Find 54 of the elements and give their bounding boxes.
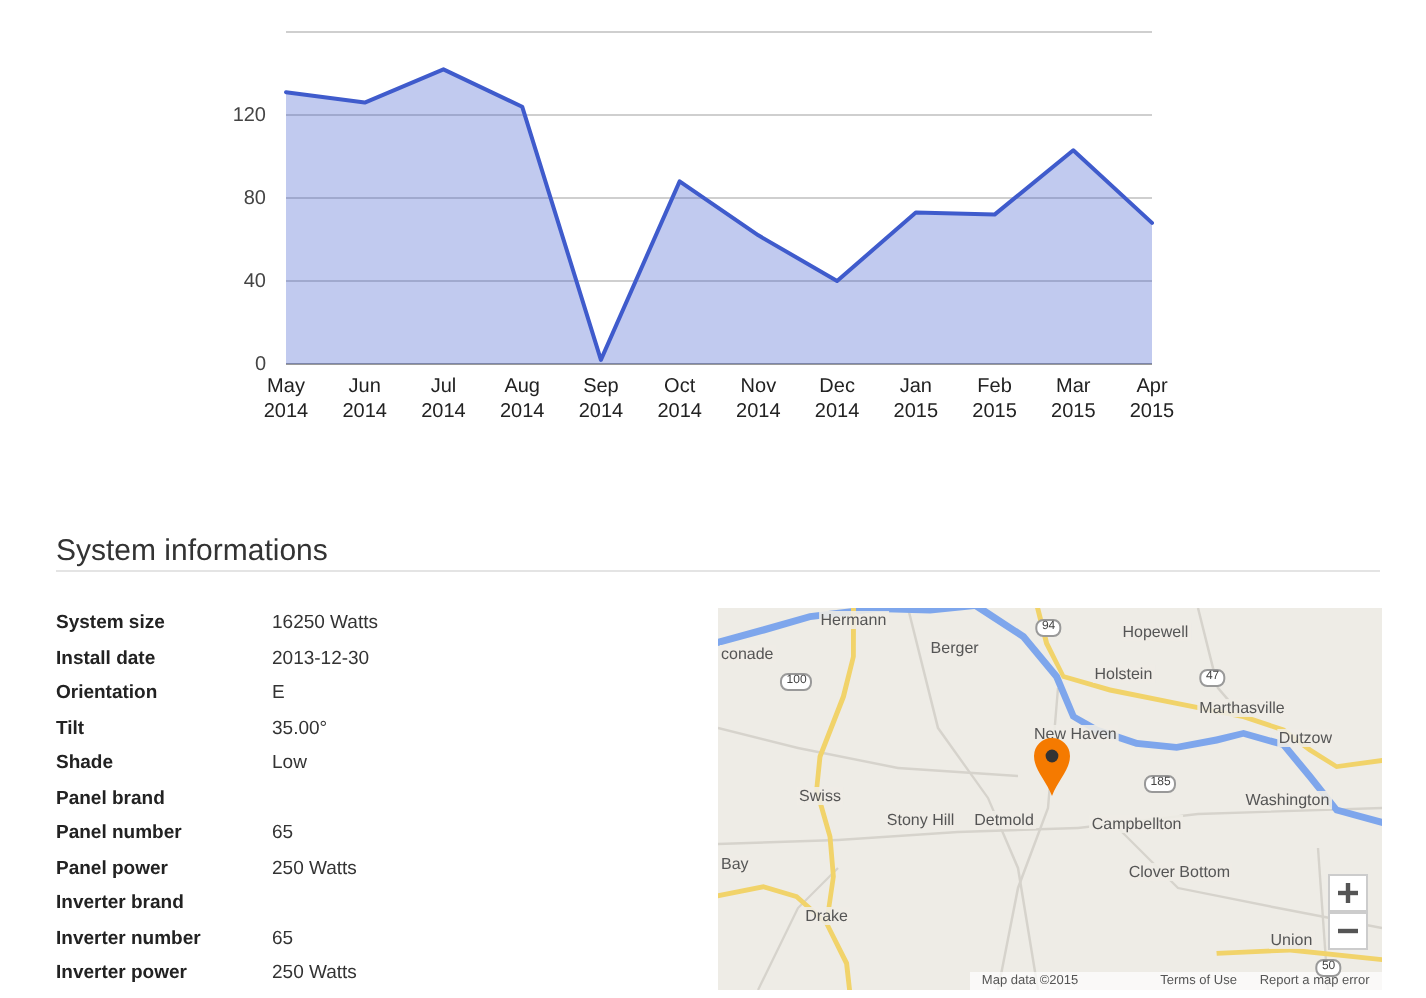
- x-tick-label: Nov 2014: [736, 376, 782, 423]
- text: 16250 Watts: [272, 612, 378, 637]
- text: 250 Watts: [272, 962, 357, 987]
- text: Detmold: [972, 811, 1036, 829]
- text: Berger: [928, 639, 981, 658]
- text: Drake: [803, 907, 850, 926]
- x-tick-label: Jan 2015: [893, 376, 939, 423]
- text: Dutzow: [1276, 729, 1335, 747]
- text: Holstein: [1092, 664, 1155, 683]
- y-tick-label: 80: [243, 187, 267, 210]
- text: Panel power: [56, 857, 168, 882]
- text: Stony Hill: [884, 811, 957, 829]
- text: Panel brand: [56, 787, 165, 812]
- text: Campbellton: [1089, 815, 1184, 833]
- x-tick-label: May 2014: [263, 376, 310, 423]
- y-tick-label: 120: [232, 104, 267, 127]
- y-tick-label: 40: [243, 270, 267, 293]
- x-tick-label: Jul 2014: [421, 376, 467, 423]
- text: Tilt: [56, 717, 85, 742]
- text: Washington: [1243, 791, 1332, 810]
- text: Inverter power: [56, 962, 187, 987]
- text: 65: [272, 927, 294, 952]
- text: Shade: [56, 752, 114, 777]
- text: Union: [1268, 931, 1315, 950]
- text: System size: [56, 612, 165, 637]
- x-tick-label: Apr 2015: [1129, 376, 1176, 423]
- text: Hopewell: [1120, 623, 1191, 642]
- text: 250 Watts: [272, 857, 357, 882]
- text: Low: [272, 752, 307, 777]
- text: Panel number: [56, 822, 182, 847]
- text: Clover Bottom: [1126, 862, 1233, 881]
- text: Hermann: [818, 610, 889, 628]
- x-tick-label: Aug 2014: [499, 376, 546, 423]
- text: Inverter number: [56, 927, 201, 952]
- text: 35.00°: [272, 717, 328, 742]
- x-tick-label: Mar 2015: [1051, 376, 1097, 423]
- text: Install date: [56, 647, 156, 672]
- x-tick-label: Dec 2014: [814, 376, 861, 423]
- text: System informations: [56, 534, 328, 570]
- text: Bay: [719, 855, 751, 874]
- x-tick-label: Jun 2014: [342, 376, 388, 423]
- x-tick-label: Sep 2014: [578, 376, 625, 423]
- text: Marthasville: [1197, 699, 1287, 717]
- y-tick-label: 0: [254, 353, 267, 376]
- x-tick-label: Oct 2014: [657, 376, 703, 423]
- text: E: [272, 682, 285, 707]
- text: New Haven: [1032, 725, 1119, 743]
- text: Swiss: [797, 787, 843, 805]
- x-tick-label: Feb 2015: [972, 376, 1018, 423]
- text: Orientation: [56, 682, 158, 707]
- text: conade: [719, 645, 776, 664]
- text: 2013-12-30: [272, 647, 370, 672]
- text: 65: [272, 822, 294, 847]
- text: Inverter brand: [56, 892, 184, 917]
